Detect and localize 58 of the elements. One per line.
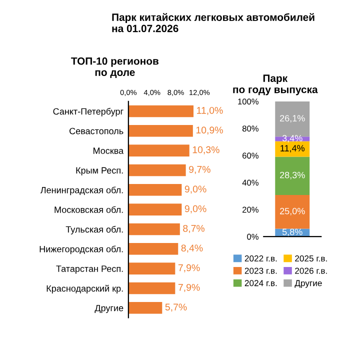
bar	[128, 223, 180, 236]
data-label: 9,0%	[184, 205, 206, 214]
bar	[128, 262, 176, 274]
bar	[275, 101, 310, 137]
y-tick-label: Московская обл.	[54, 206, 123, 213]
data-label: 9,0%	[184, 186, 206, 194]
legend-label: Другие	[294, 280, 322, 288]
y-tick-label: 80%	[242, 126, 258, 132]
data-label: 3,4%	[282, 135, 302, 142]
data-label: 8,4%	[181, 244, 203, 253]
y-tick-label: Краснодарский кр.	[46, 284, 123, 294]
y-tick-label: Санкт-Петербург	[53, 108, 124, 116]
bar	[128, 302, 162, 314]
bar	[128, 105, 194, 118]
y-tick-label: Крым Респ.	[76, 167, 123, 176]
bar	[275, 156, 310, 195]
data-label: 26,1%	[280, 115, 305, 123]
data-label: 28,3%	[280, 172, 305, 180]
y-tick-label: Татарстан Респ.	[56, 266, 123, 274]
y-tick-label: 100%	[238, 98, 258, 104]
data-label: 11,0%	[197, 106, 223, 115]
data-label: 9,7%	[189, 166, 210, 174]
y-tick-label: 40%	[242, 180, 258, 186]
bar	[128, 184, 182, 196]
data-label: 5,8%	[282, 228, 302, 236]
data-label: 10,9%	[196, 126, 223, 135]
y-tick-label: Москва	[94, 148, 124, 154]
y-tick-label: Ленинградская обл.	[40, 186, 123, 196]
bar	[128, 282, 176, 294]
bar	[128, 144, 190, 156]
bar	[128, 125, 193, 137]
y-tick-label: 20%	[242, 206, 258, 213]
y-tick-label: Севастополь	[70, 128, 124, 134]
y-tick-label: 0%	[247, 234, 258, 240]
chart-title: Парк китайских легковых автомобилей на 01.07.2026	[112, 13, 314, 32]
data-label: 5,7%	[165, 304, 187, 312]
legend-label: 2022 г.в.	[244, 255, 277, 262]
data-label: 7,9%	[178, 284, 200, 292]
y-tick-label: Другие	[94, 304, 124, 314]
chart-title: Парк по году выпуска	[233, 74, 318, 96]
data-label: 10,3%	[192, 146, 220, 154]
data-label: 8,7%	[183, 224, 204, 233]
bar	[128, 164, 186, 176]
y-tick-label: 60%	[242, 152, 258, 159]
legend-label: 2023 г.в.	[244, 268, 277, 274]
legend-label: 2025 г.в.	[295, 255, 327, 262]
chart-subtitle: ТОП-10 регионов по доле	[71, 57, 158, 78]
legend-label: 2026 г.в.	[295, 268, 327, 274]
bar	[275, 194, 310, 229]
bar	[128, 242, 178, 255]
y-tick-label: Нижегородская обл.	[40, 246, 123, 254]
bar	[275, 136, 310, 142]
data-label: 11,4%	[280, 145, 305, 152]
y-tick-label: Тульская обл.	[66, 226, 123, 234]
legend-label: 2024 г.в.	[244, 280, 277, 286]
bar	[128, 204, 182, 216]
data-label: 25,0%	[280, 208, 305, 216]
data-label: 7,9%	[178, 264, 200, 272]
